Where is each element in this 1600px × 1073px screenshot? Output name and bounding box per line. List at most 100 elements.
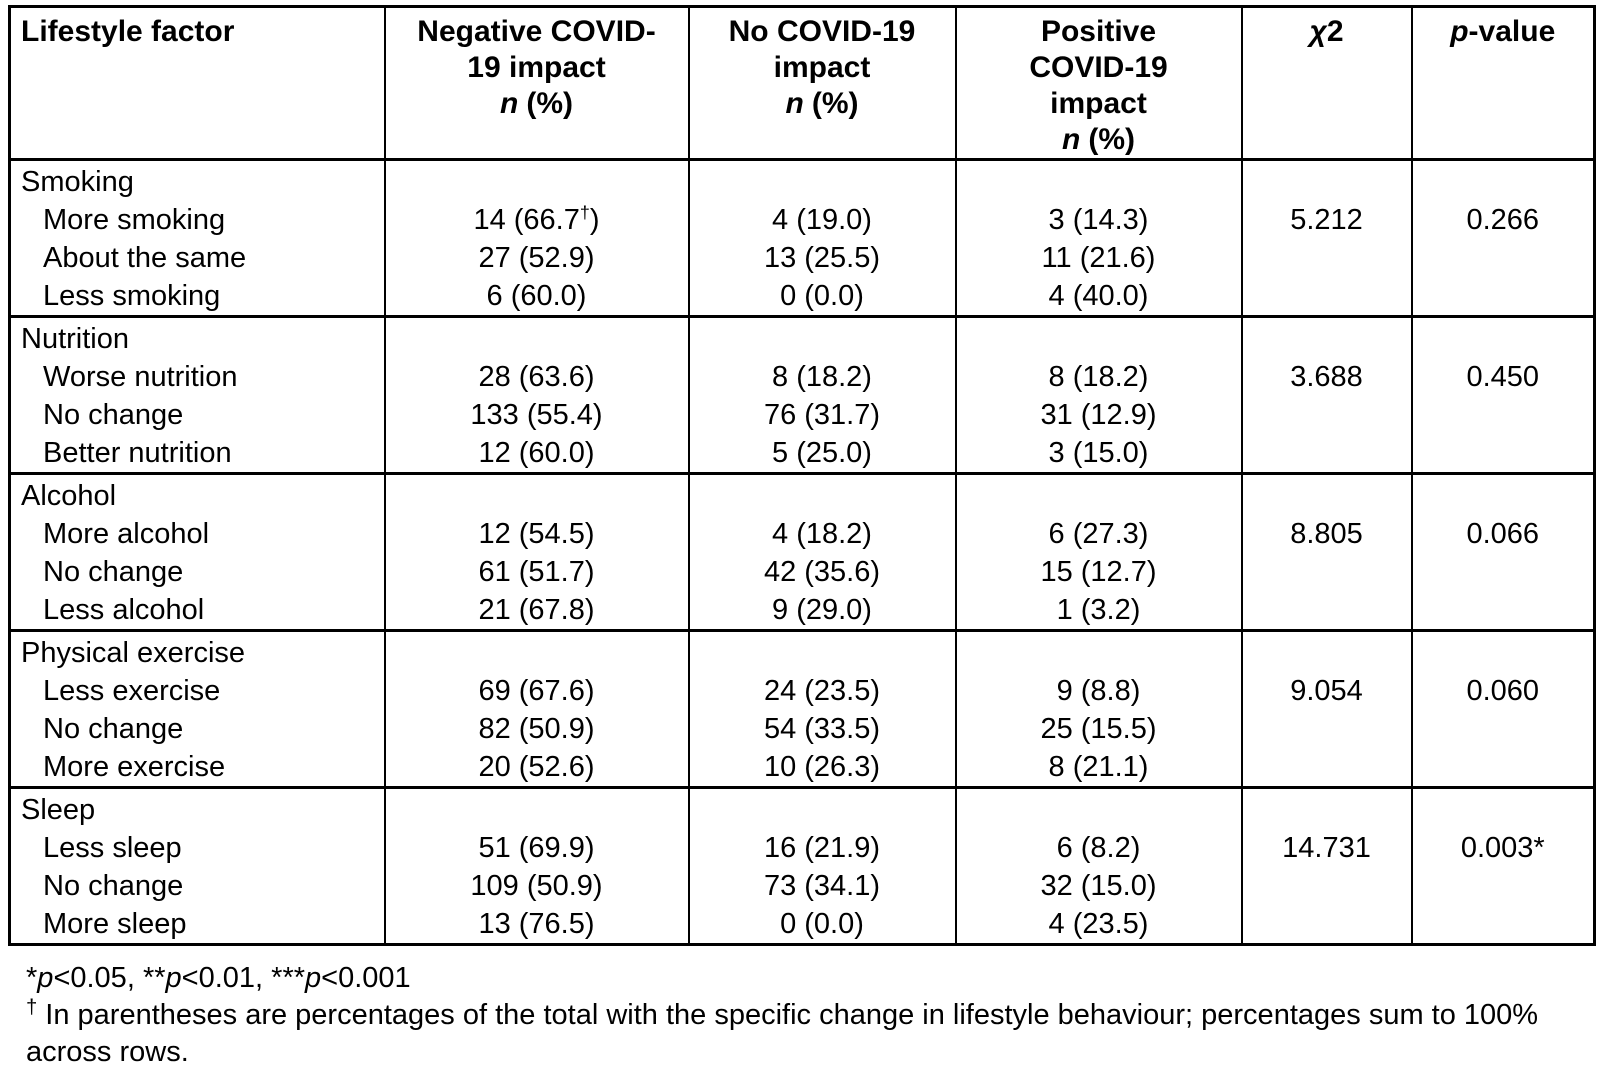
cell-line: 14 (66.7†): [473, 202, 600, 236]
asterisk-3: ***: [271, 962, 306, 994]
section-row-physical-exercise: Physical exercise Less exercise No change M…: [8, 629, 1596, 789]
cell-line: 0 (0.0): [780, 908, 864, 940]
section-row-smoking: Smoking More smoking About the same Less sm…: [8, 158, 1596, 318]
table-body: Smoking More smoking About the same Less sm…: [8, 158, 1596, 946]
sig-threshold-3: <0.001: [321, 962, 411, 994]
p-symbol: p: [37, 962, 54, 994]
none-impact-values-nutrition: 8 (18.2) 76 (31.7) 5 (25.0): [687, 315, 957, 475]
cell-line: [387, 320, 687, 358]
cell-line: About the same: [43, 242, 247, 274]
cell-line: [691, 634, 954, 672]
asterisk-1: *: [26, 962, 38, 994]
positive-impact-values-smoking: 3 (14.3) 11 (21.6) 4 (40.0): [954, 158, 1243, 318]
p-value-sleep: 0.003*: [1410, 786, 1596, 946]
p-value-rest: -value: [1468, 15, 1556, 48]
cell-line: 13 (25.5): [763, 242, 881, 274]
cell-line: 9 (29.0): [772, 594, 872, 626]
cell-line: 5 (25.0): [772, 437, 872, 469]
cell-line: [1244, 477, 1410, 515]
cell-line: No change: [43, 713, 184, 745]
col-header-chi-squared: χ2: [1240, 5, 1413, 161]
cell-line: [1244, 163, 1410, 201]
cell-line: 4 (23.5): [1048, 908, 1149, 940]
negative-impact-values-alcohol: 12 (54.5) 61 (51.7) 21 (67.8): [383, 472, 690, 632]
header-line: 19 impact: [467, 51, 606, 84]
negative-impact-values-sleep: 51 (69.9) 109 (50.9) 13 (76.5): [383, 786, 690, 946]
cell-line: More exercise: [43, 751, 226, 783]
cell-line: [1244, 634, 1410, 672]
none-impact-values-sleep: 16 (21.9) 73 (34.1) 0 (0.0): [687, 786, 957, 946]
cell-line: 13 (76.5): [478, 908, 595, 940]
header-label: Lifestyle factor: [21, 15, 235, 48]
cell-line: [1244, 320, 1410, 358]
positive-impact-values-nutrition: 8 (18.2) 31 (12.9) 3 (15.0): [954, 315, 1243, 475]
cell-line: [1414, 791, 1593, 829]
negative-impact-values-nutrition: 28 (63.6) 133 (55.4) 12 (60.0): [383, 315, 690, 475]
header-row: Lifestyle factor Negative COVID- 19 impac…: [8, 5, 1596, 161]
cell-line: [958, 477, 1240, 515]
header-label-lines: Positive COVID-19 impact: [958, 14, 1240, 122]
cell-line: [958, 791, 1240, 829]
cell-line: Smoking: [21, 166, 134, 198]
cell-line: 0.266: [1466, 204, 1540, 236]
cell-line: 73 (34.1): [763, 870, 881, 902]
cell-line: 27 (52.9): [478, 242, 595, 274]
chi-exponent: 2: [1326, 15, 1344, 48]
none-impact-values-smoking: 4 (19.0) 13 (25.5) 0 (0.0): [687, 158, 957, 318]
cell-line: Sleep: [21, 794, 96, 826]
section-row-alcohol: Alcohol More alcohol No change Less alcohol…: [8, 472, 1596, 632]
col-header-positive-impact: Positive COVID-19 impact n (%): [954, 5, 1243, 161]
cell-line: 32 (15.0): [1040, 870, 1157, 902]
section-row-nutrition: Nutrition Worse nutrition No change Better …: [8, 315, 1596, 475]
n-symbol: n: [1062, 123, 1081, 156]
cell-line: 61 (51.7): [478, 556, 595, 588]
cell-line: [691, 791, 954, 829]
cell-line: 5.212: [1290, 204, 1363, 236]
cell-line: [958, 320, 1240, 358]
percent-label: (%): [811, 87, 859, 120]
none-impact-values-alcohol: 4 (18.2) 42 (35.6) 9 (29.0): [687, 472, 957, 632]
cell-line: Less exercise: [43, 675, 221, 707]
cell-line: Nutrition: [21, 323, 129, 355]
negative-impact-values-physical-exercise: 69 (67.6) 82 (50.9) 20 (52.6): [383, 629, 690, 789]
p-symbol: p: [1450, 15, 1469, 48]
dagger-text: In parentheses are percentages of the to…: [26, 999, 1539, 1068]
labels-physical-exercise: Physical exercise Less exercise No change M…: [8, 629, 386, 789]
header-unit: n (%): [958, 122, 1240, 157]
p-symbol: p: [165, 962, 182, 994]
header-line: COVID-19: [1029, 51, 1168, 84]
cell-line: 6 (8.2): [1056, 832, 1141, 864]
cell-line: Alcohol: [21, 480, 117, 512]
col-header-no-impact: No COVID-19 impact n (%): [687, 5, 957, 161]
cell-line: 12 (60.0): [478, 437, 595, 469]
cell-line: More sleep: [43, 908, 187, 940]
p-symbol: p: [305, 962, 322, 994]
cell-line: 8.805: [1290, 518, 1363, 550]
cell-line: [691, 320, 954, 358]
cell-line: 21 (67.8): [478, 594, 595, 626]
cell-line: 0.003*: [1460, 832, 1545, 864]
cell-line: [387, 163, 687, 201]
col-header-lifestyle-factor: Lifestyle factor: [8, 5, 386, 161]
header-unit: n (%): [691, 86, 954, 122]
cell-line: Less smoking: [43, 280, 221, 312]
p-value-smoking: 0.266: [1410, 158, 1596, 318]
cell-line: 82 (50.9): [478, 713, 595, 745]
header-line: Positive: [1040, 15, 1157, 48]
cell-line: Better nutrition: [43, 437, 232, 469]
cell-line: 1 (3.2): [1056, 594, 1141, 626]
cell-line: 28 (63.6): [478, 361, 595, 393]
cell-line: 0.066: [1466, 518, 1540, 550]
cell-line: [1244, 791, 1410, 829]
header-line: impact: [1050, 87, 1147, 120]
header-line: impact: [773, 51, 871, 84]
cell-line: [1414, 320, 1593, 358]
cell-line: More smoking: [43, 204, 226, 236]
cell-line: No change: [43, 556, 184, 588]
chi-symbol: χ: [1309, 15, 1327, 48]
cell-line: [691, 163, 954, 201]
cell-line: 8 (18.2): [772, 361, 872, 393]
labels-smoking: Smoking More smoking About the same Less sm…: [8, 158, 386, 318]
cell-line: 15 (12.7): [1040, 556, 1157, 588]
cell-line: 76 (31.7): [763, 399, 881, 431]
